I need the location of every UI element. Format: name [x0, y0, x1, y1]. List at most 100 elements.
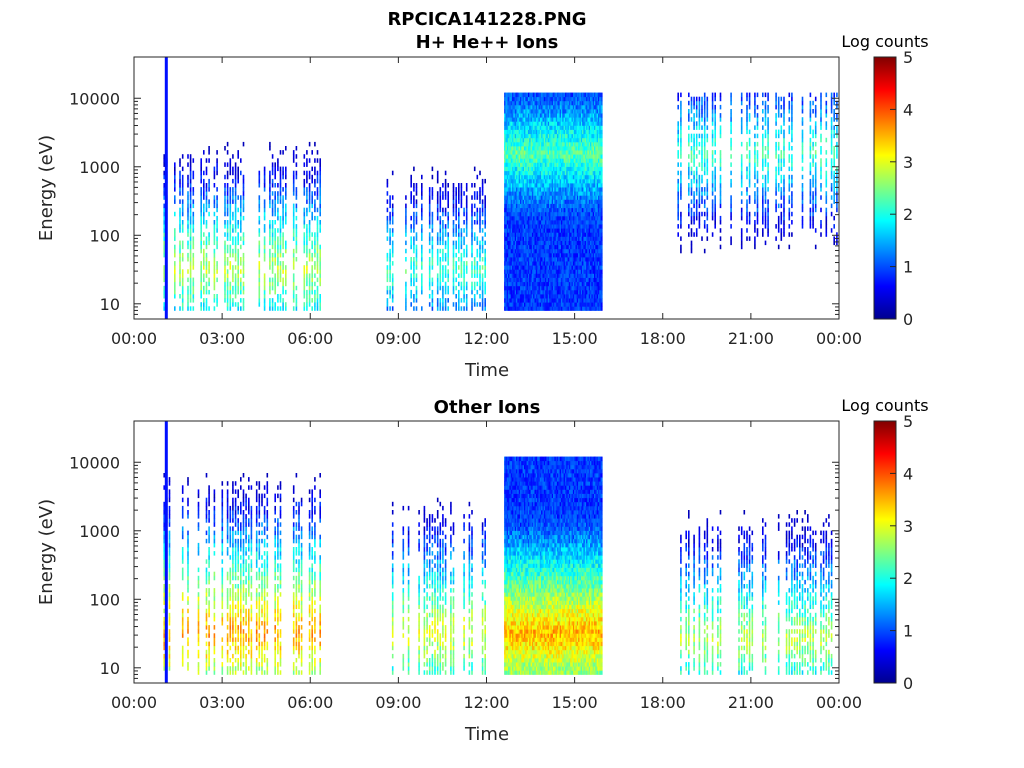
- heatmap-cell: [506, 261, 509, 266]
- heatmap-cell: [163, 158, 165, 163]
- heatmap-cell: [522, 104, 525, 110]
- heatmap-cell: [522, 228, 525, 233]
- heatmap-cell: [571, 158, 574, 163]
- heatmap-cell: [567, 240, 570, 246]
- heatmap-cell: [504, 154, 507, 159]
- heatmap-cell: [567, 211, 570, 217]
- heatmap-cell: [527, 121, 530, 126]
- heatmap-cell: [308, 236, 311, 241]
- heatmap-cell: [568, 281, 571, 287]
- heatmap-cell: [509, 125, 512, 130]
- heatmap-cell: [192, 187, 195, 192]
- heatmap-cell: [557, 285, 559, 291]
- heatmap-cell: [553, 277, 555, 283]
- heatmap-cell: [557, 195, 559, 200]
- heatmap-cell: [514, 178, 517, 184]
- heatmap-cell: [518, 215, 521, 221]
- heatmap-cell: [583, 96, 586, 102]
- heatmap-cell: [582, 248, 585, 254]
- heatmap-cell: [547, 100, 550, 106]
- heatmap-cell: [550, 178, 553, 184]
- heatmap-cell: [558, 133, 561, 139]
- heatmap-cell: [447, 257, 449, 262]
- heatmap-cell: [508, 183, 511, 188]
- heatmap-cell: [566, 162, 569, 167]
- heatmap-cell: [517, 104, 520, 110]
- heatmap-cell: [226, 228, 229, 233]
- heatmap-cell: [537, 215, 540, 221]
- heatmap-cell: [514, 211, 517, 217]
- heatmap-cell: [514, 240, 517, 246]
- heatmap-cell: [518, 117, 521, 122]
- heatmap-cell: [572, 117, 575, 122]
- heatmap-cell: [505, 302, 508, 307]
- heatmap-cell: [505, 224, 508, 229]
- heatmap-cell: [504, 248, 507, 254]
- heatmap-cell: [579, 203, 582, 209]
- heatmap-cell: [547, 277, 550, 283]
- heatmap-cell: [526, 269, 529, 274]
- heatmap-cell: [550, 150, 553, 155]
- heatmap-cell: [232, 269, 234, 274]
- heatmap-cell: [517, 306, 520, 311]
- heatmap-cell: [580, 228, 583, 233]
- heatmap-cell: [303, 207, 306, 213]
- heatmap-cell: [226, 285, 229, 291]
- heatmap-cell: [522, 92, 525, 98]
- heatmap-cell: [213, 224, 216, 229]
- heatmap-cell: [583, 248, 586, 254]
- heatmap-cell: [463, 281, 465, 287]
- heatmap-cell: [574, 158, 577, 163]
- heatmap-cell: [549, 232, 552, 237]
- heatmap-cell: [269, 240, 271, 246]
- heatmap-cell: [559, 187, 562, 192]
- heatmap-cell: [564, 302, 567, 307]
- heatmap-cell: [224, 257, 226, 262]
- heatmap-cell: [530, 302, 533, 307]
- heatmap-cell: [579, 273, 582, 278]
- heatmap-cell: [551, 125, 554, 130]
- heatmap-cell: [570, 211, 573, 217]
- heatmap-cell: [513, 109, 516, 114]
- heatmap-cell: [410, 302, 412, 307]
- heatmap-cell: [555, 289, 558, 295]
- heatmap-cell: [570, 306, 573, 311]
- heatmap-cell: [517, 150, 520, 155]
- heatmap-cell: [580, 125, 583, 130]
- heatmap-cell: [524, 96, 526, 102]
- heatmap-cell: [269, 265, 271, 270]
- heatmap-cell: [505, 195, 508, 200]
- heatmap-cell: [539, 170, 542, 176]
- heatmap-cell: [554, 117, 557, 122]
- heatmap-cell: [181, 154, 184, 159]
- heatmap-cell: [525, 158, 528, 163]
- heatmap-cell: [516, 277, 518, 283]
- heatmap-cell: [479, 257, 481, 262]
- heatmap-cell: [442, 306, 444, 311]
- heatmap-cell: [522, 125, 525, 130]
- heatmap-cell: [415, 265, 418, 270]
- heatmap-cell: [163, 240, 165, 246]
- heatmap-cell: [163, 215, 165, 221]
- heatmap-cell: [509, 228, 512, 233]
- heatmap-cell: [538, 289, 541, 295]
- heatmap-cell: [510, 252, 513, 258]
- heatmap-cell: [545, 150, 548, 155]
- heatmap-cell: [582, 141, 585, 147]
- heatmap-cell: [551, 306, 554, 311]
- heatmap-cell: [200, 289, 202, 295]
- heatmap-cell: [428, 203, 431, 209]
- heatmap-cell: [535, 240, 538, 246]
- heatmap-cell: [530, 117, 533, 122]
- heatmap-cell: [584, 236, 587, 241]
- heatmap-cell: [545, 183, 548, 188]
- heatmap-cell: [574, 306, 577, 311]
- heatmap-cell: [579, 302, 582, 307]
- heatmap-cell: [316, 207, 319, 213]
- heatmap-cell: [534, 236, 537, 241]
- heatmap-cell: [554, 195, 557, 200]
- heatmap-cell: [558, 125, 561, 130]
- heatmap-cell: [504, 236, 507, 241]
- heatmap-cell: [533, 187, 536, 192]
- heatmap-cell: [571, 302, 574, 307]
